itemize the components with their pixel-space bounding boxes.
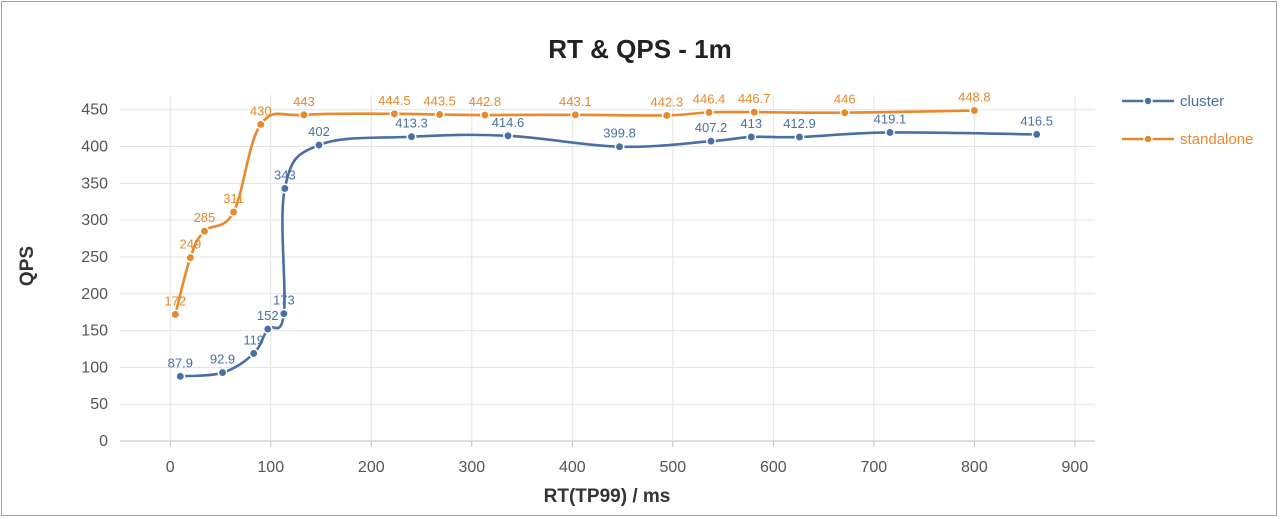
data-label-standalone: 444.5 xyxy=(378,93,411,108)
data-label-cluster: 92.9 xyxy=(210,352,235,367)
data-point-standalone xyxy=(298,109,309,120)
data-label-cluster: 152 xyxy=(257,308,279,323)
data-point-cluster xyxy=(248,348,259,359)
series-lines xyxy=(174,109,1037,378)
data-label-cluster: 419.1 xyxy=(874,111,907,126)
x-tick-label: 100 xyxy=(257,459,284,476)
data-point-standalone xyxy=(749,107,760,118)
data-point-cluster xyxy=(1031,129,1042,140)
x-tick-label: 0 xyxy=(166,459,175,476)
data-label-standalone: 172 xyxy=(164,293,186,308)
data-point-cluster xyxy=(314,140,324,151)
series-line-cluster xyxy=(180,131,1037,378)
y-tick-label: 300 xyxy=(81,212,108,229)
y-tick-label: 200 xyxy=(81,286,108,303)
data-point-standalone xyxy=(479,110,490,120)
data-label-cluster: 407.2 xyxy=(695,120,728,135)
data-point-cluster xyxy=(279,183,290,194)
data-label-standalone: 430 xyxy=(250,103,272,118)
x-tick-label: 400 xyxy=(559,459,586,476)
data-label-standalone: 442.3 xyxy=(651,94,684,109)
legend-marker-standalone xyxy=(1143,134,1153,144)
data-label-cluster: 343 xyxy=(274,167,296,182)
x-tick-label: 200 xyxy=(358,459,385,476)
data-point-standalone xyxy=(434,109,445,120)
data-point-cluster xyxy=(503,130,513,141)
y-tick-label: 50 xyxy=(90,396,108,413)
data-label-standalone: 448.8 xyxy=(958,90,991,105)
x-tick-label: 800 xyxy=(961,459,988,476)
data-point-cluster xyxy=(746,132,757,142)
data-label-standalone: 443.5 xyxy=(423,94,456,109)
series-points xyxy=(170,105,1042,382)
legend-marker-cluster xyxy=(1143,96,1153,106)
x-tick-label: 900 xyxy=(1062,459,1089,476)
data-label-standalone: 311 xyxy=(223,191,244,206)
data-label-cluster: 412.9 xyxy=(783,116,816,131)
data-label-standalone: 446.4 xyxy=(693,91,726,106)
data-point-standalone xyxy=(389,108,400,119)
data-point-standalone xyxy=(170,309,181,320)
legend: cluster standalone xyxy=(1122,93,1253,148)
data-label-cluster: 87.9 xyxy=(168,355,193,370)
x-tick-label: 500 xyxy=(659,459,686,476)
data-point-cluster xyxy=(884,127,895,138)
data-label-cluster: 173 xyxy=(273,293,295,308)
y-tick-label: 100 xyxy=(81,359,108,376)
data-label-standalone: 249 xyxy=(180,237,202,252)
x-tick-label: 600 xyxy=(760,459,787,476)
data-label-cluster: 119 xyxy=(243,332,264,347)
data-point-standalone xyxy=(185,252,196,263)
data-point-cluster xyxy=(406,131,417,142)
data-label-cluster: 402 xyxy=(308,124,330,139)
data-label-standalone: 442.8 xyxy=(469,94,502,109)
data-point-standalone xyxy=(704,107,714,118)
data-point-cluster xyxy=(217,367,228,378)
grid-lines xyxy=(120,95,1095,447)
data-label-standalone: 443.1 xyxy=(559,94,592,109)
x-tick-label: 300 xyxy=(458,459,485,476)
legend-label-cluster: cluster xyxy=(1180,93,1224,110)
y-axis-title: QPS xyxy=(17,246,38,286)
data-point-cluster xyxy=(794,132,805,142)
legend-label-standalone: standalone xyxy=(1180,131,1253,148)
y-tick-label: 150 xyxy=(81,323,108,340)
y-tick-labels: 0 50 100 150 200 250 300 350 400 450 xyxy=(81,102,108,450)
y-tick-label: 0 xyxy=(99,433,108,450)
data-point-standalone xyxy=(839,107,850,118)
data-point-standalone xyxy=(199,226,210,237)
chart-title: RT & QPS - 1m xyxy=(548,34,731,64)
series-line-standalone xyxy=(174,109,975,315)
data-label-cluster: 414.6 xyxy=(492,115,525,130)
data-point-standalone xyxy=(228,207,239,218)
y-tick-label: 350 xyxy=(81,175,108,192)
data-label-standalone: 285 xyxy=(194,210,216,225)
y-tick-label: 450 xyxy=(81,102,108,119)
data-point-cluster xyxy=(706,136,716,147)
y-tick-label: 250 xyxy=(81,249,108,266)
data-point-cluster xyxy=(262,324,273,335)
y-tick-label: 400 xyxy=(81,139,108,156)
data-label-standalone: 443 xyxy=(293,94,315,109)
data-label-cluster: 413.3 xyxy=(395,116,428,131)
data-point-standalone xyxy=(570,109,581,120)
data-label-standalone: 446 xyxy=(834,92,856,107)
data-label-cluster: 416.5 xyxy=(1020,113,1053,128)
data-point-cluster xyxy=(614,141,625,152)
x-tick-labels: 0 100 200 300 400 500 600 700 800 900 xyxy=(166,459,1089,476)
x-tick-label: 700 xyxy=(861,459,888,476)
data-point-standalone xyxy=(661,110,672,121)
data-point-cluster xyxy=(278,308,289,319)
data-label-standalone: 446.7 xyxy=(738,91,771,106)
data-label-cluster: 413 xyxy=(740,116,762,131)
data-point-cluster xyxy=(175,371,186,382)
data-point-standalone xyxy=(969,105,980,116)
data-label-cluster: 399.8 xyxy=(603,126,636,141)
x-axis-title: RT(TP99) / ms xyxy=(544,486,671,507)
data-point-standalone xyxy=(255,119,266,130)
